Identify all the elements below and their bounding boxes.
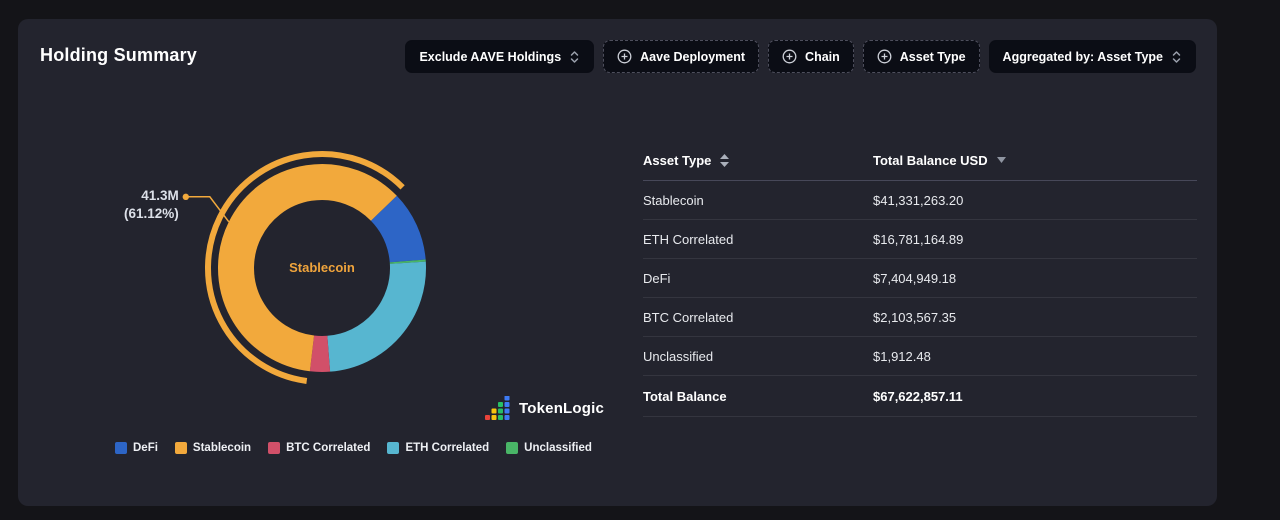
- total-balance-label: Total Balance: [643, 388, 727, 404]
- asset-type-cell: Unclassified: [643, 348, 714, 364]
- selected-slice-value-label: 41.3M: [141, 188, 179, 203]
- table-row: ETH Correlated $16,781,164.89: [643, 220, 1197, 259]
- label-leader-dot: [182, 193, 190, 201]
- balance-cell: $7,404,949.18: [873, 270, 957, 286]
- legend-label: Stablecoin: [192, 442, 252, 454]
- column-header-asset-type[interactable]: Asset Type: [643, 153, 873, 168]
- aave-deployment-filter-label: Aave Deployment: [640, 49, 746, 64]
- aggregated-by-label: Aggregated by: Asset Type: [1002, 49, 1163, 64]
- donut-segment-eth-correlated[interactable]: [326, 261, 426, 372]
- exclude-aave-holdings-label: Exclude AAVE Holdings: [419, 49, 562, 64]
- column-header-total-balance[interactable]: Total Balance USD: [873, 153, 1197, 168]
- balance-cell: $41,331,263.20: [873, 192, 964, 208]
- sort-desc-icon: [996, 157, 1006, 163]
- plus-circle-icon: [782, 49, 797, 64]
- label-leader-line: [185, 196, 230, 223]
- donut-selected-highlight-arc: [205, 151, 405, 384]
- plus-circle-icon: [877, 49, 892, 64]
- legend-swatch: [174, 442, 187, 454]
- table-row: BTC Correlated $2,103,567.35: [643, 298, 1197, 337]
- donut-segment-stablecoin[interactable]: [218, 164, 397, 372]
- chevron-updown-icon: [570, 50, 579, 63]
- legend-swatch: [506, 442, 519, 454]
- chevron-updown-icon: [1172, 50, 1181, 63]
- add-chain-filter-button[interactable]: Chain: [768, 40, 854, 73]
- legend-label: Unclassified: [524, 442, 592, 454]
- legend-label: ETH Correlated: [405, 442, 490, 454]
- asset-type-cell: DeFi: [643, 270, 671, 286]
- legend-label: BTC Correlated: [286, 442, 371, 454]
- holding-summary-card: Holding Summary Exclude AAVE Holdings Aa…: [18, 19, 1217, 506]
- legend-item-unclassified[interactable]: Unclassified: [506, 442, 592, 454]
- table-rows: Stablecoin $41,331,263.20 ETH Correlated $1…: [643, 181, 1197, 376]
- total-balance-value: $67,622,857.11: [873, 388, 963, 404]
- asset-type-cell: ETH Correlated: [643, 231, 734, 247]
- aggregated-by-select[interactable]: Aggregated by: Asset Type: [988, 40, 1196, 73]
- legend-item-eth-correlated[interactable]: ETH Correlated: [387, 442, 489, 454]
- bar-chart-logo-icon: [485, 396, 510, 420]
- logo-text: TokenLogic: [519, 400, 605, 417]
- legend-item-defi[interactable]: DeFi: [115, 442, 158, 454]
- asset-type-cell: Stablecoin: [643, 192, 704, 208]
- exclude-aave-holdings-select[interactable]: Exclude AAVE Holdings: [405, 40, 595, 73]
- table-footer-row: Total Balance $67,622,857.11: [643, 376, 1197, 417]
- asset-type-cell: BTC Correlated: [643, 309, 734, 325]
- legend-swatch: [115, 442, 127, 454]
- table-row: Unclassified $1,912.48: [643, 337, 1197, 376]
- balance-cell: $2,103,567.35: [873, 309, 957, 325]
- sort-both-icon: [720, 153, 730, 167]
- legend-swatch: [387, 442, 400, 454]
- chain-filter-label: Chain: [805, 49, 840, 64]
- donut-chart: 41.3M (61.12%): [124, 151, 426, 384]
- balance-cell: $16,781,164.89: [873, 231, 964, 247]
- donut-center-label: Stablecoin: [289, 260, 355, 275]
- legend-item-stablecoin[interactable]: Stablecoin: [174, 442, 252, 454]
- add-asset-type-filter-button[interactable]: Asset Type: [862, 40, 980, 73]
- total-balance-header-label: Total Balance USD: [873, 152, 988, 168]
- plus-circle-icon: [617, 49, 632, 64]
- tokenlogic-logo: TokenLogic: [485, 396, 604, 421]
- table-row: Stablecoin $41,331,263.20: [643, 181, 1197, 220]
- table-header-row: Asset Type Total Balance USD: [643, 140, 1197, 181]
- page-title: Holding Summary: [40, 45, 198, 65]
- balance-cell: $1,912.48: [873, 348, 931, 364]
- chart-legend: DeFi Stablecoin BTC Correlated ETH Correlat…: [115, 442, 592, 454]
- selected-slice-percent-label: (61.12%): [124, 206, 179, 221]
- legend-item-btc-correlated[interactable]: BTC Correlated: [268, 442, 370, 454]
- legend-swatch: [268, 442, 281, 454]
- holdings-table: Asset Type Total Balance USD Stablecoin $…: [643, 140, 1197, 417]
- add-aave-deployment-filter-button[interactable]: Aave Deployment: [603, 40, 760, 73]
- asset-type-filter-label: Asset Type: [899, 49, 966, 64]
- toolbar: Exclude AAVE Holdings Aave Deployment Ch…: [405, 40, 1196, 73]
- asset-type-header-label: Asset Type: [643, 152, 712, 168]
- table-row: DeFi $7,404,949.18: [643, 259, 1197, 298]
- legend-label: DeFi: [133, 442, 158, 454]
- donut-segment-btc-correlated[interactable]: [309, 335, 331, 372]
- donut-segment-defi[interactable]: [370, 195, 426, 264]
